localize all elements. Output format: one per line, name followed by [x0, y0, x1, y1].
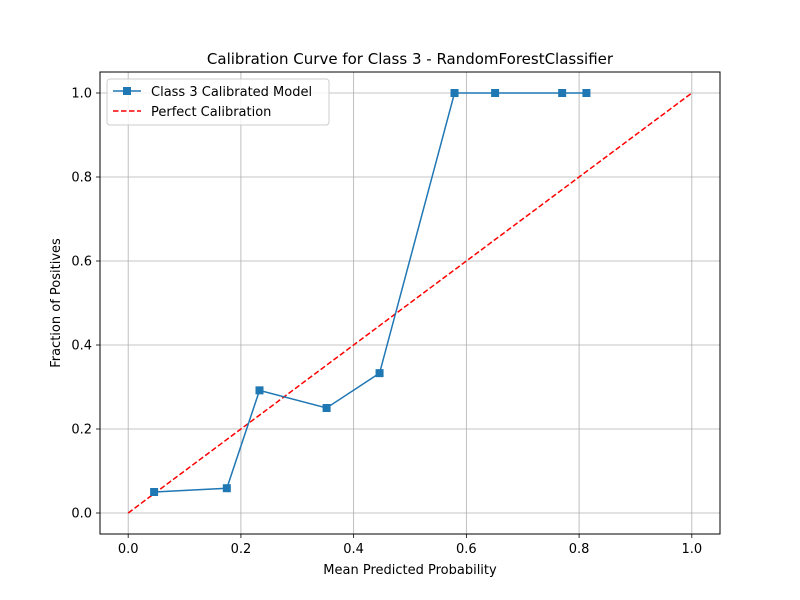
legend-label-perfect: Perfect Calibration: [151, 105, 271, 120]
y-tick-label: 0.2: [71, 423, 92, 438]
calibrated-model-point: [322, 404, 331, 412]
x-tick-label: 0.8: [569, 542, 590, 557]
perfect-calibration-line: [127, 92, 693, 514]
y-axis-label: Fraction of Positives: [49, 238, 64, 368]
y-tick-label: 1.0: [71, 87, 92, 102]
calibrated-model-point: [255, 386, 264, 395]
axis-ticks: 0.0 0.2 0.4 0.6 0.8 1.0 0.0 0.2 0.4 0.6 0.8 1.0: [71, 87, 702, 558]
y-tick-label: 0.8: [71, 171, 92, 186]
x-tick-label: 0.4: [343, 542, 364, 557]
x-tick-label: 0.2: [231, 542, 252, 557]
plot-series: [127, 89, 693, 514]
calibrated-model-point: [491, 89, 500, 97]
x-axis-label: Mean Predicted Probability: [323, 563, 497, 578]
x-tick-label: 1.0: [681, 542, 702, 557]
y-tick-label: 0.4: [71, 339, 92, 354]
axes-frame: [99, 71, 721, 535]
legend: Class 3 Calibrated Model Perfect Calibra…: [106, 78, 330, 126]
calibrated-model-point: [582, 89, 591, 97]
calibrated-model-point: [222, 484, 231, 493]
calibrated-model-point: [558, 89, 567, 97]
y-tick-label: 0.0: [71, 507, 92, 522]
x-tick-label: 0.6: [456, 542, 477, 557]
calibrated-model-point: [150, 488, 159, 496]
legend-box: [106, 78, 330, 126]
legend-marker-calibrated: [123, 87, 131, 95]
calibrated-model-point: [450, 89, 459, 97]
calibrated-model-point: [375, 369, 384, 378]
x-tick-label: 0.0: [118, 542, 139, 557]
y-tick-label: 0.6: [71, 255, 92, 270]
legend-label-calibrated: Class 3 Calibrated Model: [151, 85, 312, 100]
chart-title: Calibration Curve for Class 3 - RandomFo…: [207, 50, 614, 68]
